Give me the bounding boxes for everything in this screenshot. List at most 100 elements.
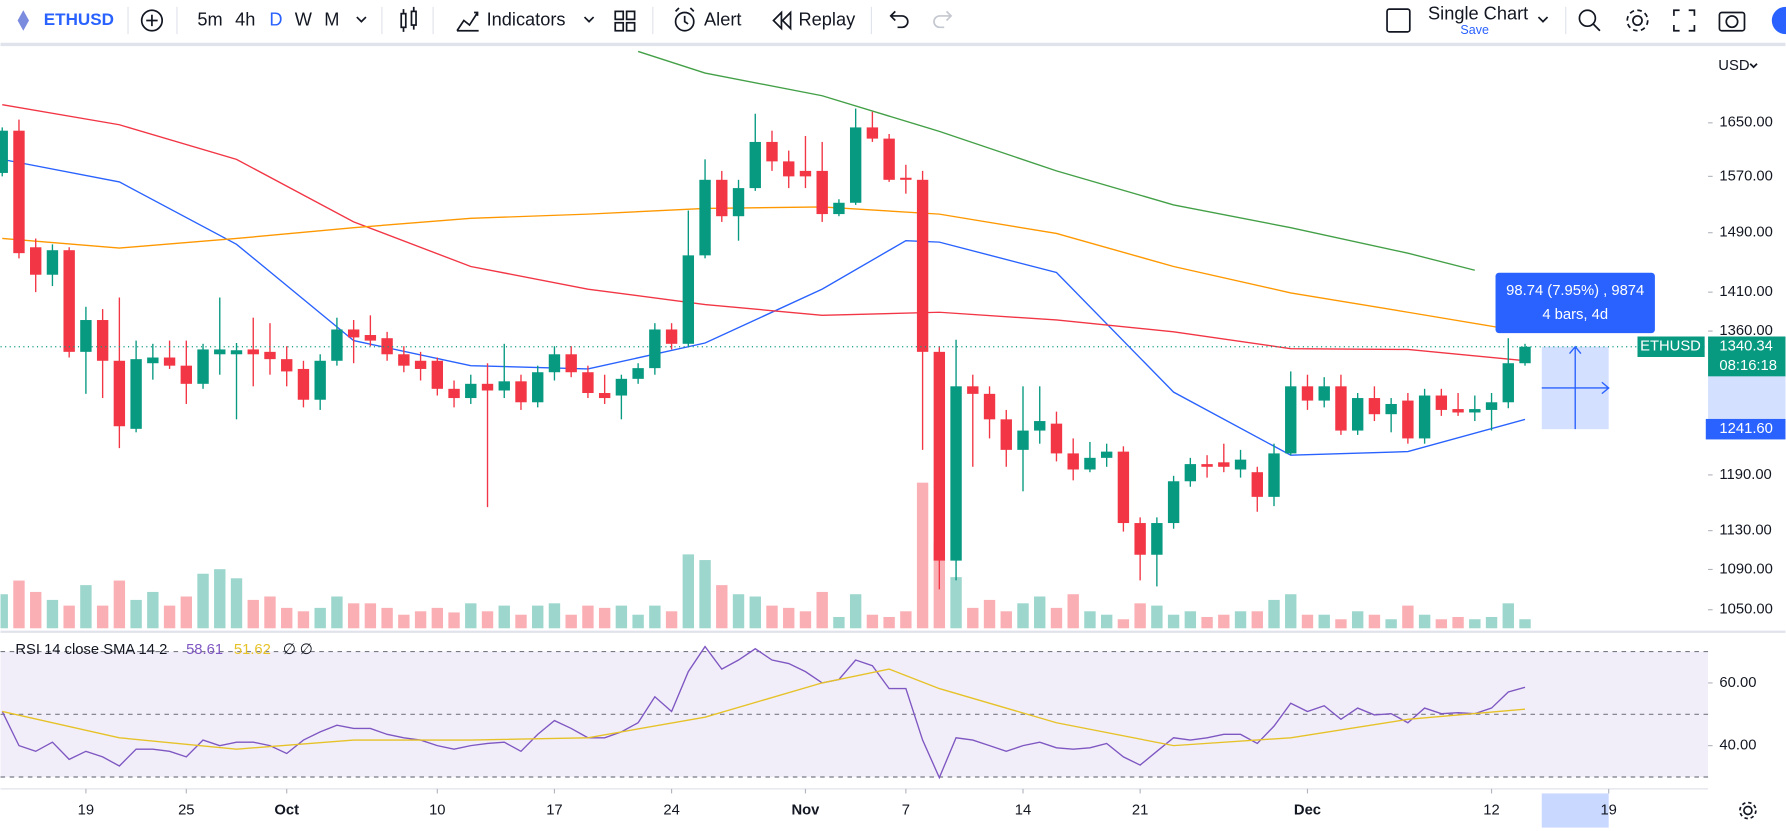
volume-bar [63,605,75,629]
candle-body [1385,403,1397,415]
interval[interactable]: 5m [197,9,222,29]
volume-bar [849,594,862,629]
indicators-button[interactable]: Indicators [487,9,566,29]
x-tick-label: 14 [1015,802,1031,818]
interval-menu[interactable] [356,16,367,23]
layout-button[interactable]: Single Chart [1428,4,1528,24]
volume-bar [431,607,444,629]
search-button[interactable] [1578,9,1601,32]
candle-body [732,188,745,217]
x-tick-label: Nov [791,802,820,818]
snapshot-button[interactable] [1718,11,1746,32]
volume-bar [281,607,293,629]
rsi-y-tick-label: 40.00 [1719,738,1756,754]
candle-body [381,338,393,355]
volume-bar [783,607,795,629]
redo-button[interactable] [933,10,953,29]
volume-bar [381,607,393,629]
interval[interactable]: 4h [235,9,255,29]
volume-bar [481,611,494,629]
alert-button[interactable]: Alert [704,9,741,29]
candle-body [1318,386,1330,401]
interval-active[interactable]: D [269,9,282,29]
candle-body [147,357,159,364]
compare-button[interactable] [140,9,164,32]
volume-bar [766,605,778,629]
candle-body [699,179,711,256]
candle-body [598,393,611,399]
x-tick-label: 7 [902,802,910,818]
indicators-menu[interactable] [583,16,595,23]
volume-bar [916,482,929,629]
interval[interactable]: W [295,9,313,29]
countdown-tag: 08:16:18 [1719,358,1777,374]
moving-average [637,50,1475,271]
chart-type-button[interactable] [400,6,417,32]
replay-button[interactable]: Replay [799,9,857,29]
candle-body [565,354,577,373]
volume-bar [448,612,460,629]
volume-bar [1418,614,1431,629]
candle-body [414,360,427,369]
candle-body [230,350,243,355]
y-tick-label: 1650.00 [1719,115,1772,131]
volume-bar [615,605,628,629]
layout-menu[interactable] [1537,16,1549,23]
price-tag-bg [1708,336,1786,377]
undo-button[interactable] [889,10,909,29]
candle-body [347,329,360,338]
x-tick-label: 17 [546,802,562,818]
candle-body [1351,398,1364,431]
candle-body [1335,386,1347,431]
volume-bar [414,611,427,629]
volume-bar [1017,603,1029,629]
volume-bar [1067,594,1079,629]
candle-body [1234,459,1247,470]
candle-body [766,141,778,162]
settings-button[interactable] [1626,9,1649,32]
candle-body [783,161,795,177]
volume-bar [1502,603,1514,629]
volume-bar [1251,611,1263,629]
currency-menu[interactable]: USD [1718,58,1749,74]
volume-bar [1184,611,1197,629]
candle-body [1368,398,1381,415]
volume-bar [632,614,644,629]
axis-settings-button[interactable] [1739,801,1757,820]
currency-menu-icon[interactable] [1749,63,1758,69]
y-tick-label: 1130.00 [1719,523,1771,539]
volume-bar [147,591,159,629]
layout-icon[interactable] [1386,8,1411,33]
y-tick-label: 1570.00 [1719,168,1772,184]
measure-tooltip-text: 98.74 (7.95%) , 9874 [1506,283,1644,299]
y-tick-label: 1490.00 [1719,225,1772,241]
volume-bar [967,607,979,629]
volume-bar [565,614,577,629]
x-tick-label: 12 [1483,802,1499,818]
candle-body [900,177,912,180]
profile-button[interactable] [1771,6,1786,35]
candle-body [180,365,193,384]
candle-body [130,359,142,429]
interval[interactable]: M [324,9,339,29]
y-tick-label: 1050.00 [1719,602,1772,618]
candle-body [548,354,561,373]
candle-body [281,359,293,372]
candle-body [1201,464,1213,467]
fullscreen-button[interactable] [1673,9,1696,32]
candle-body [916,179,929,352]
templates-button[interactable] [614,10,636,32]
symbol[interactable]: ETHUSD [44,10,114,29]
candle-body [883,138,895,180]
measure-tooltip-bg [1495,272,1655,334]
volume-bar [732,594,745,629]
candle-body [80,320,92,352]
volume-bar [230,578,243,629]
x-tick-label: 21 [1132,802,1148,818]
x-tick-label: Dec [1294,802,1321,818]
rsi-legend[interactable]: RSI 14 close SMA 14 2 [15,642,167,658]
candle-body [1485,402,1498,410]
save-button[interactable]: Save [1460,23,1489,37]
candle-body [615,378,628,396]
volume-bar [1100,614,1113,629]
